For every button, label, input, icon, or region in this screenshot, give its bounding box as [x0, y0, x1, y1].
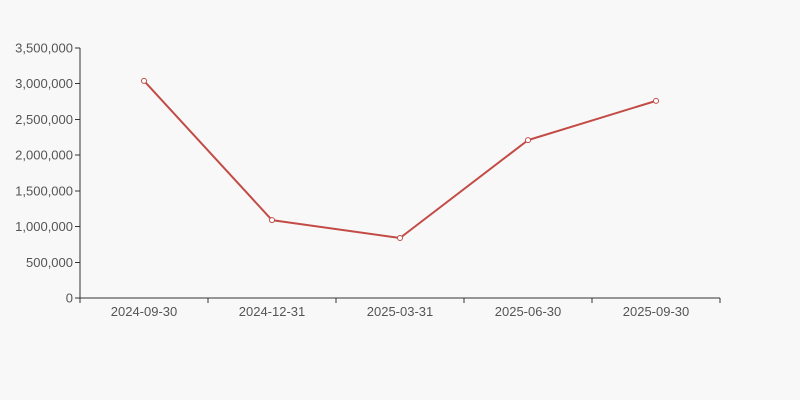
data-point-marker[interactable] [397, 235, 403, 241]
y-tick-label: 1,000,000 [15, 219, 73, 234]
y-tick-label: 3,000,000 [15, 76, 73, 91]
y-tick-label: 0 [66, 291, 73, 306]
data-point-marker[interactable] [653, 97, 659, 104]
x-tick-label: 2025-03-31 [367, 304, 434, 319]
data-point-marker[interactable] [525, 137, 531, 144]
series-line [143, 79, 657, 239]
data-point-marker[interactable] [269, 217, 275, 224]
x-tick-label: 2024-09-30 [111, 304, 178, 319]
y-tick-label: 2,500,000 [15, 112, 73, 127]
y-tick-label: 500,000 [26, 255, 73, 270]
x-tick-label: 2025-06-30 [495, 304, 562, 319]
y-tick-label: 2,000,000 [15, 148, 73, 163]
data-point-marker[interactable] [141, 77, 147, 84]
y-tick-label: 1,500,000 [15, 183, 73, 198]
x-tick-label: 2024-12-31 [239, 304, 306, 319]
x-tick-label: 2025-09-30 [623, 304, 690, 319]
y-tick-label: 3,500,000 [15, 41, 73, 56]
